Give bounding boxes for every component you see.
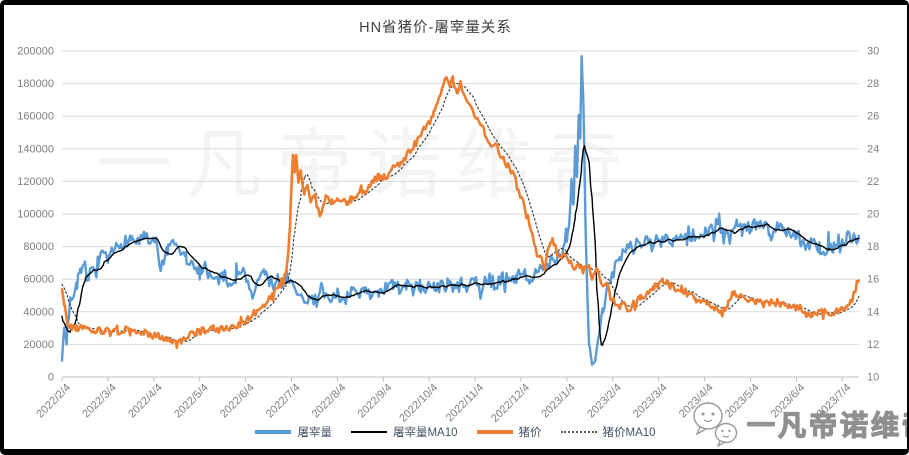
svg-text:2022/7/4: 2022/7/4 [264, 382, 303, 421]
legend-line-sample-price-ma10 [560, 431, 597, 433]
legend-item-price-ma10: 猪价MA10 [560, 424, 656, 440]
brand-logo-text: 一凡帝诺维奇 [746, 409, 907, 441]
svg-text:2022/2/4: 2022/2/4 [34, 382, 73, 421]
legend-item-price: 猪价 [476, 424, 542, 440]
svg-text:30: 30 [867, 46, 879, 58]
svg-text:200000: 200000 [17, 46, 54, 58]
series-slaughter-line [60, 55, 860, 366]
svg-text:140000: 140000 [17, 143, 54, 155]
chat-bubbles-icon [693, 402, 738, 447]
legend-line-sample-slaughter-ma10 [350, 431, 387, 433]
svg-text:2022/12/4: 2022/12/4 [489, 382, 532, 425]
svg-text:2022/4/4: 2022/4/4 [126, 382, 165, 421]
series-slaughter-ma10-line [61, 145, 860, 346]
svg-text:20: 20 [867, 209, 879, 221]
legend: 屠宰量 屠宰量MA10 猪价 猪价MA10 [4, 424, 907, 440]
svg-text:2022/3/4: 2022/3/4 [80, 382, 119, 421]
legend-label-slaughter-ma10: 屠宰量MA10 [392, 427, 458, 439]
svg-text:2023/3/4: 2023/3/4 [631, 382, 670, 421]
svg-text:120000: 120000 [17, 176, 54, 188]
svg-text:2022/6/4: 2022/6/4 [218, 382, 257, 421]
svg-text:18: 18 [867, 241, 879, 253]
svg-text:100000: 100000 [17, 209, 54, 221]
svg-text:24: 24 [867, 143, 879, 155]
y-axis-left-labels: 0 20000 40000 60000 80000 100000 120000 140000 1… [17, 46, 54, 384]
legend-item-slaughter: 屠宰量 [255, 424, 332, 440]
legend-line-sample-price [476, 430, 513, 434]
svg-text:0: 0 [48, 372, 54, 384]
legend-label-price: 猪价 [518, 427, 542, 439]
legend-label-price-ma10: 猪价MA10 [602, 427, 656, 439]
gridlines [62, 50, 859, 378]
series-price-ma10-line [61, 81, 860, 343]
legend-line-sample-slaughter [255, 430, 292, 434]
svg-text:2023/1/4: 2023/1/4 [539, 382, 578, 421]
svg-text:22: 22 [867, 176, 879, 188]
svg-text:16: 16 [867, 274, 879, 286]
series-price-line [60, 75, 861, 350]
plot-area: 0 20000 40000 60000 80000 100000 120000 140000 1… [17, 46, 879, 425]
legend-label-slaughter: 屠宰量 [297, 427, 332, 439]
svg-text:40000: 40000 [23, 306, 54, 318]
svg-text:10: 10 [867, 372, 879, 384]
svg-text:160000: 160000 [17, 111, 54, 123]
svg-text:2022/9/4: 2022/9/4 [356, 382, 395, 421]
svg-text:14: 14 [867, 306, 879, 318]
brand-logo: 一凡帝诺维奇 [690, 401, 907, 447]
svg-text:2022/8/4: 2022/8/4 [310, 382, 349, 421]
svg-text:2023/2/4: 2023/2/4 [585, 382, 624, 421]
svg-text:2022/5/4: 2022/5/4 [172, 382, 211, 421]
svg-text:28: 28 [867, 78, 879, 90]
legend-item-slaughter-ma10: 屠宰量MA10 [350, 424, 458, 440]
svg-text:2022/10/4: 2022/10/4 [397, 382, 440, 425]
svg-text:60000: 60000 [23, 274, 54, 286]
chart-title: HN省猪价-屠宰量关系 [359, 20, 512, 36]
svg-text:26: 26 [867, 111, 879, 123]
svg-text:180000: 180000 [17, 78, 54, 90]
svg-text:20000: 20000 [23, 339, 54, 351]
svg-text:12: 12 [867, 339, 879, 351]
svg-text:2022/11/4: 2022/11/4 [444, 382, 487, 425]
svg-text:80000: 80000 [23, 241, 54, 253]
y-axis-right-labels: 10 12 14 16 18 20 22 24 26 28 30 [867, 46, 879, 384]
